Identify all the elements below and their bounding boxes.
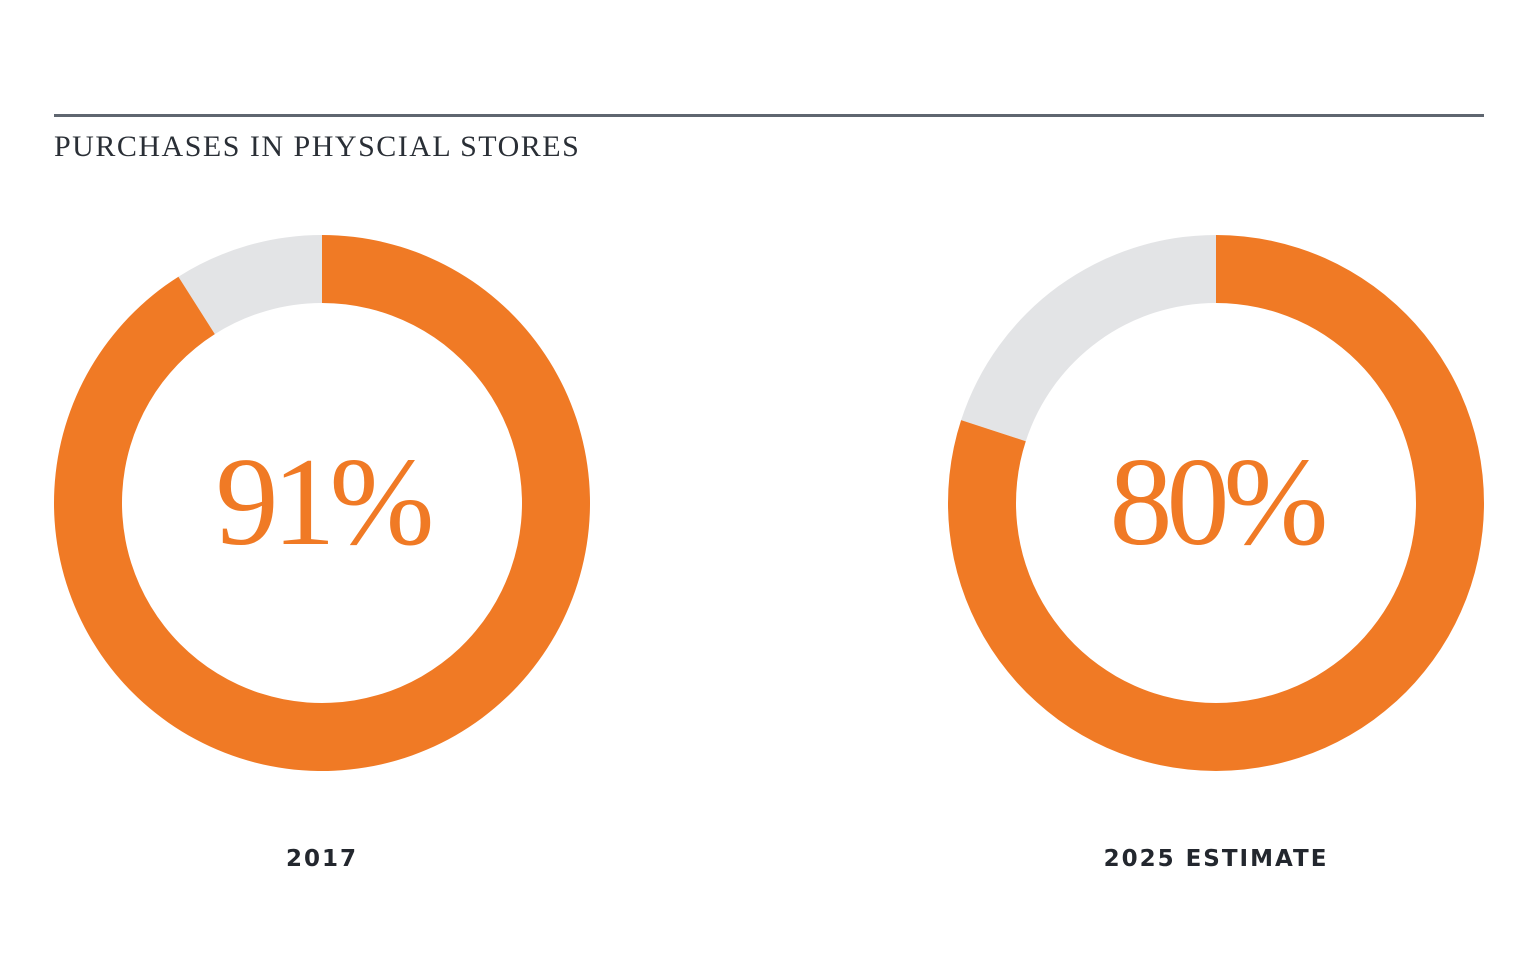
donut-svg-2025-estimate bbox=[948, 235, 1484, 771]
donut-remainder-segment bbox=[961, 235, 1216, 442]
donut-caption-2017: 2017 bbox=[285, 846, 358, 872]
donut-svg-2017 bbox=[54, 235, 590, 771]
donut-remainder-segment bbox=[178, 235, 322, 335]
donut-caption-2025-estimate: 2025 ESTIMATE bbox=[1103, 846, 1329, 872]
donut-center-value: 91% bbox=[215, 433, 435, 572]
header-divider bbox=[54, 114, 1484, 117]
donut-chart-2025-estimate: 80% bbox=[948, 235, 1484, 771]
chart-title: PURCHASES IN PHYSCIAL STORES bbox=[54, 130, 581, 163]
donut-chart-2017: 91% bbox=[54, 235, 590, 771]
donut-center-value: 80% bbox=[1109, 433, 1329, 572]
